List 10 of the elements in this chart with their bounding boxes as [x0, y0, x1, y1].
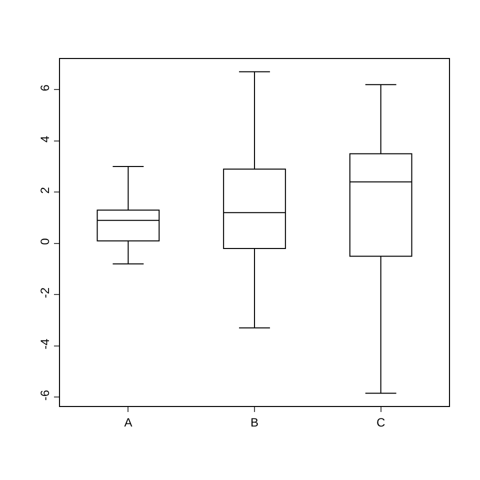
y-tick-label: 2	[38, 186, 52, 194]
y-tick-label: 4	[38, 135, 52, 142]
x-tick-label: B	[250, 415, 259, 430]
y-tick-label: 0	[38, 238, 52, 245]
y-tick-label: -6	[38, 390, 52, 401]
y-tick-label: 6	[38, 84, 52, 92]
y-tick-label: -2	[38, 287, 52, 298]
x-tick-label: A	[124, 415, 132, 430]
x-tick-label: C	[376, 415, 386, 430]
y-tick-label: -4	[38, 338, 52, 350]
